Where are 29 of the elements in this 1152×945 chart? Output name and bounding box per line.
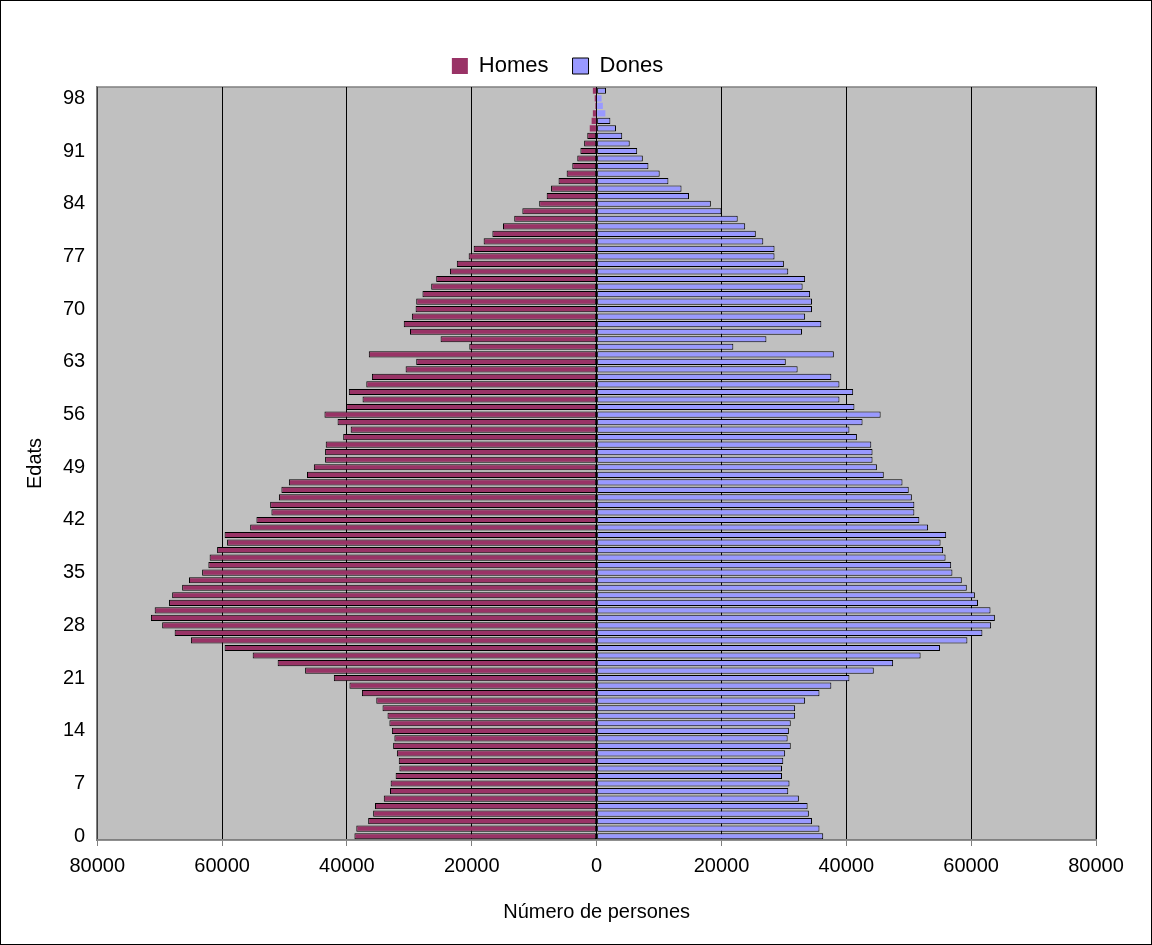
- x-tick-label: 60000: [943, 853, 999, 876]
- y-tick-label: 91: [63, 138, 86, 161]
- x-axis-title: Número de persones: [503, 899, 691, 922]
- x-tick-label: 0: [591, 853, 603, 876]
- x-tick-label: 20000: [693, 853, 750, 876]
- x-tick-label: 20000: [443, 853, 500, 876]
- y-tick-label: 0: [74, 823, 86, 846]
- x-tick-label: 60000: [194, 853, 250, 876]
- x-tick-label: 80000: [1068, 853, 1124, 876]
- y-tick-label: 77: [63, 243, 86, 266]
- y-tick-label: 28: [63, 612, 86, 635]
- y-tick-label: 84: [63, 191, 86, 214]
- y-tick-label: 63: [63, 349, 86, 372]
- y-tick-label: 70: [63, 296, 86, 319]
- y-axis-title: Edats: [22, 437, 45, 490]
- x-tick-label: 80000: [69, 853, 126, 876]
- legend-label: Homes: [478, 52, 549, 78]
- y-tick-label: 56: [63, 402, 86, 425]
- x-tick-label: 40000: [319, 853, 375, 876]
- y-tick-label: 42: [63, 507, 86, 530]
- y-tick-label: 14: [63, 718, 86, 741]
- bar: [597, 95, 602, 102]
- x-tick-label: 40000: [818, 853, 875, 876]
- legend-label: Dones: [599, 52, 664, 78]
- y-tick-label: 7: [74, 771, 86, 794]
- y-tick-label: 49: [63, 454, 86, 477]
- y-tick-label: 21: [63, 665, 86, 688]
- y-tick-label: 35: [63, 560, 86, 583]
- y-tick-label: 98: [63, 85, 86, 108]
